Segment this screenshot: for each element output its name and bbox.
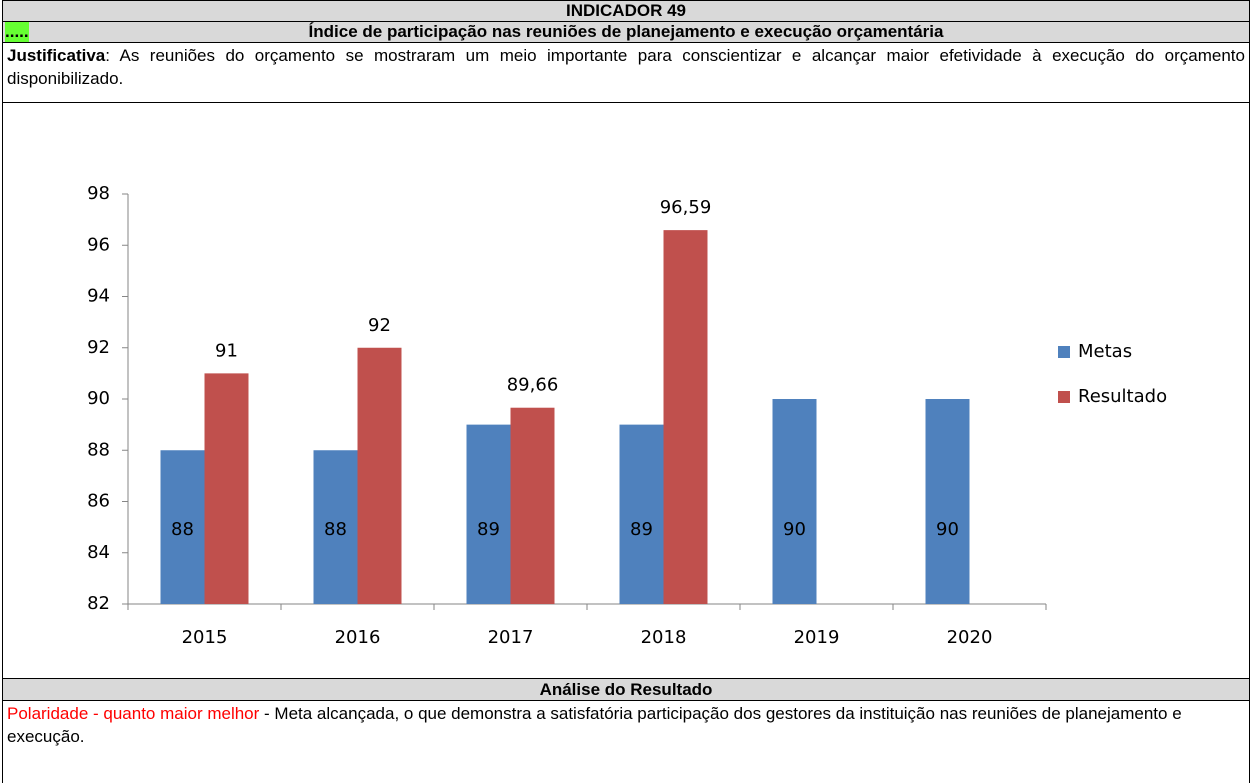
justification-label: Justificativa: [7, 46, 106, 65]
header-row: INDICADOR 49: [2, 0, 1250, 21]
chart-row: [2, 102, 1250, 678]
analysis-text: - Meta alcançada, o que demonstra a sati…: [7, 704, 1182, 746]
analysis-row: Análise do Resultado: [2, 678, 1250, 700]
polarity: Polaridade - quanto maior melhor: [7, 704, 260, 723]
indicator-title: INDICADOR 49: [566, 1, 686, 20]
analysis-text-row: Polaridade - quanto maior melhor - Meta …: [2, 700, 1250, 783]
justification-row: Justificativa: As reuniões do orçamento …: [2, 42, 1250, 102]
analysis-title: Análise do Resultado: [539, 680, 713, 699]
marker: .....: [5, 22, 29, 42]
justification-text: : As reuniões do orçamento se mostraram …: [7, 46, 1245, 88]
subtitle-row: ..... Índice de participação nas reuniõe…: [2, 21, 1250, 42]
indicator-subtitle: Índice de participação nas reuniões de p…: [308, 22, 944, 41]
